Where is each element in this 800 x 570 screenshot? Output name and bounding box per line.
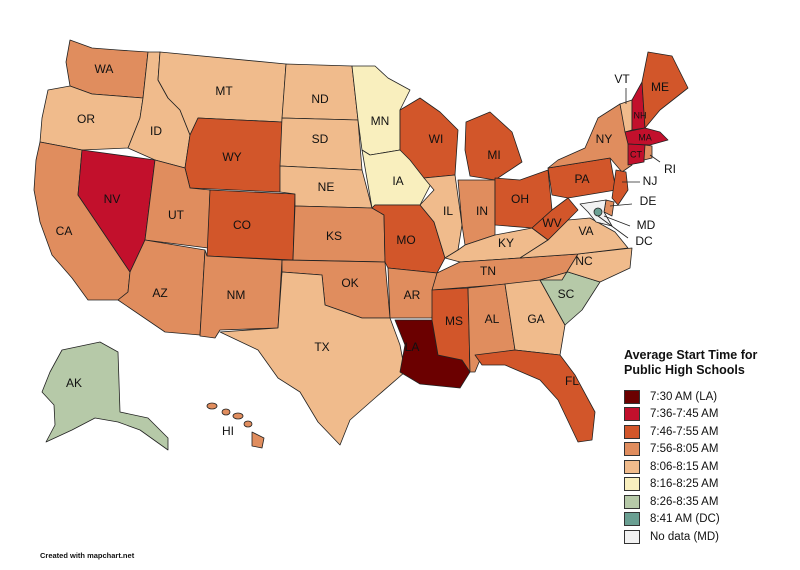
legend-label: 8:06-8:15 AM bbox=[650, 460, 719, 473]
legend-item: 7:30 AM (LA) bbox=[624, 388, 794, 406]
state-label-pa: PA bbox=[574, 172, 589, 186]
state-label-vt: VT bbox=[614, 72, 630, 86]
callout-lines bbox=[597, 88, 661, 239]
state-mi bbox=[464, 111, 523, 181]
state-label-nd: ND bbox=[311, 92, 329, 106]
state-label-mi: MI bbox=[487, 148, 500, 162]
state-label-ca: CA bbox=[56, 224, 73, 238]
state-label-la: LA bbox=[405, 340, 420, 354]
legend-label: 8:41 AM (DC) bbox=[650, 513, 720, 526]
legend-label: No data (MD) bbox=[650, 530, 720, 543]
legend-item: 7:36-7:45 AM bbox=[624, 406, 794, 424]
legend: Average Start Time for Public High Schoo… bbox=[624, 348, 794, 546]
state-label-nh: NH bbox=[634, 110, 647, 120]
state-label-nj: NJ bbox=[643, 174, 658, 188]
state-label-tn: TN bbox=[480, 264, 496, 278]
state-label-co: CO bbox=[233, 218, 251, 232]
state-label-ma: MA bbox=[638, 132, 652, 142]
state-label-sd: SD bbox=[312, 132, 329, 146]
state-nj bbox=[611, 169, 629, 206]
legend-swatch bbox=[624, 529, 640, 544]
state-label-de: DE bbox=[640, 194, 657, 208]
state-ak bbox=[41, 341, 169, 451]
state-co bbox=[206, 189, 296, 261]
state-label-ne: NE bbox=[318, 180, 335, 194]
legend-swatch bbox=[624, 442, 640, 457]
state-label-il: IL bbox=[443, 204, 453, 218]
legend-label: 7:56-8:05 AM bbox=[650, 443, 719, 456]
legend-item: 8:41 AM (DC) bbox=[624, 511, 794, 529]
state-nm bbox=[199, 249, 283, 339]
state-label-tx: TX bbox=[314, 340, 329, 354]
state-label-ky: KY bbox=[498, 236, 514, 250]
state-label-fl: FL bbox=[565, 374, 579, 388]
legend-item: No data (MD) bbox=[624, 528, 794, 546]
legend-label: 8:26-8:35 AM bbox=[650, 495, 719, 508]
state-label-or: OR bbox=[77, 112, 95, 126]
credit-text: Created with mapchart.net bbox=[40, 551, 135, 560]
legend-label: 7:46-7:55 AM bbox=[650, 425, 719, 438]
state-label-ms: MS bbox=[445, 314, 463, 328]
state-dc bbox=[593, 207, 603, 217]
state-label-mo: MO bbox=[396, 233, 415, 247]
legend-item: 8:06-8:15 AM bbox=[624, 458, 794, 476]
legend-swatch bbox=[624, 494, 640, 509]
state-label-wy: WY bbox=[222, 150, 241, 164]
legend-item: 7:46-7:55 AM bbox=[624, 423, 794, 441]
state-label-az: AZ bbox=[152, 286, 167, 300]
state-label-nc: NC bbox=[575, 254, 593, 268]
state-label-mt: MT bbox=[215, 84, 233, 98]
state-label-nm: NM bbox=[227, 288, 246, 302]
state-label-al: AL bbox=[485, 312, 500, 326]
state-label-ri: RI bbox=[664, 162, 676, 176]
state-label-ny: NY bbox=[596, 132, 613, 146]
legend-title-line2: Public High Schools bbox=[624, 363, 745, 377]
legend-label: 8:16-8:25 AM bbox=[650, 478, 719, 491]
state-ct bbox=[627, 143, 646, 166]
state-label-mn: MN bbox=[371, 114, 390, 128]
state-label-ar: AR bbox=[404, 288, 421, 302]
legend-title: Average Start Time for Public High Schoo… bbox=[624, 348, 794, 378]
state-label-me: ME bbox=[651, 80, 669, 94]
legend-item: 8:16-8:25 AM bbox=[624, 476, 794, 494]
legend-swatch bbox=[624, 512, 640, 527]
legend-swatch bbox=[624, 477, 640, 492]
state-label-oh: OH bbox=[511, 192, 529, 206]
state-label-wv: WV bbox=[542, 216, 561, 230]
state-label-va: VA bbox=[578, 224, 593, 238]
state-label-ut: UT bbox=[168, 208, 185, 222]
state-label-ak: AK bbox=[66, 376, 82, 390]
legend-title-line1: Average Start Time for bbox=[624, 348, 758, 362]
state-label-nv: NV bbox=[104, 192, 121, 206]
state-label-id: ID bbox=[150, 124, 162, 138]
state-label-sc: SC bbox=[558, 287, 575, 301]
state-label-wa: WA bbox=[95, 62, 114, 76]
state-label-md: MD bbox=[637, 218, 656, 232]
legend-swatch bbox=[624, 389, 640, 404]
legend-item: 7:56-8:05 AM bbox=[624, 441, 794, 459]
state-wv bbox=[531, 197, 579, 241]
legend-label: 7:36-7:45 AM bbox=[650, 408, 719, 421]
legend-swatch bbox=[624, 407, 640, 422]
state-label-hi: HI bbox=[222, 424, 234, 438]
state-label-wi: WI bbox=[429, 132, 444, 146]
state-label-ia: IA bbox=[392, 174, 403, 188]
state-label-dc: DC bbox=[635, 234, 653, 248]
state-label-ct: CT bbox=[630, 149, 642, 159]
state-tx bbox=[219, 271, 406, 446]
legend-label: 7:30 AM (LA) bbox=[650, 390, 718, 403]
state-label-ga: GA bbox=[527, 312, 544, 326]
state-ar bbox=[387, 267, 438, 319]
state-hi bbox=[206, 402, 265, 449]
state-fl bbox=[474, 349, 596, 443]
legend-item: 8:26-8:35 AM bbox=[624, 493, 794, 511]
state-ri bbox=[643, 144, 653, 161]
legend-swatch bbox=[624, 424, 640, 439]
legend-swatch bbox=[624, 459, 640, 474]
state-label-ks: KS bbox=[326, 229, 342, 243]
state-label-in: IN bbox=[476, 204, 488, 218]
legend-items: 7:30 AM (LA) 7:36-7:45 AM 7:46-7:55 AM 7:56… bbox=[624, 388, 794, 546]
state-label-ok: OK bbox=[341, 276, 358, 290]
